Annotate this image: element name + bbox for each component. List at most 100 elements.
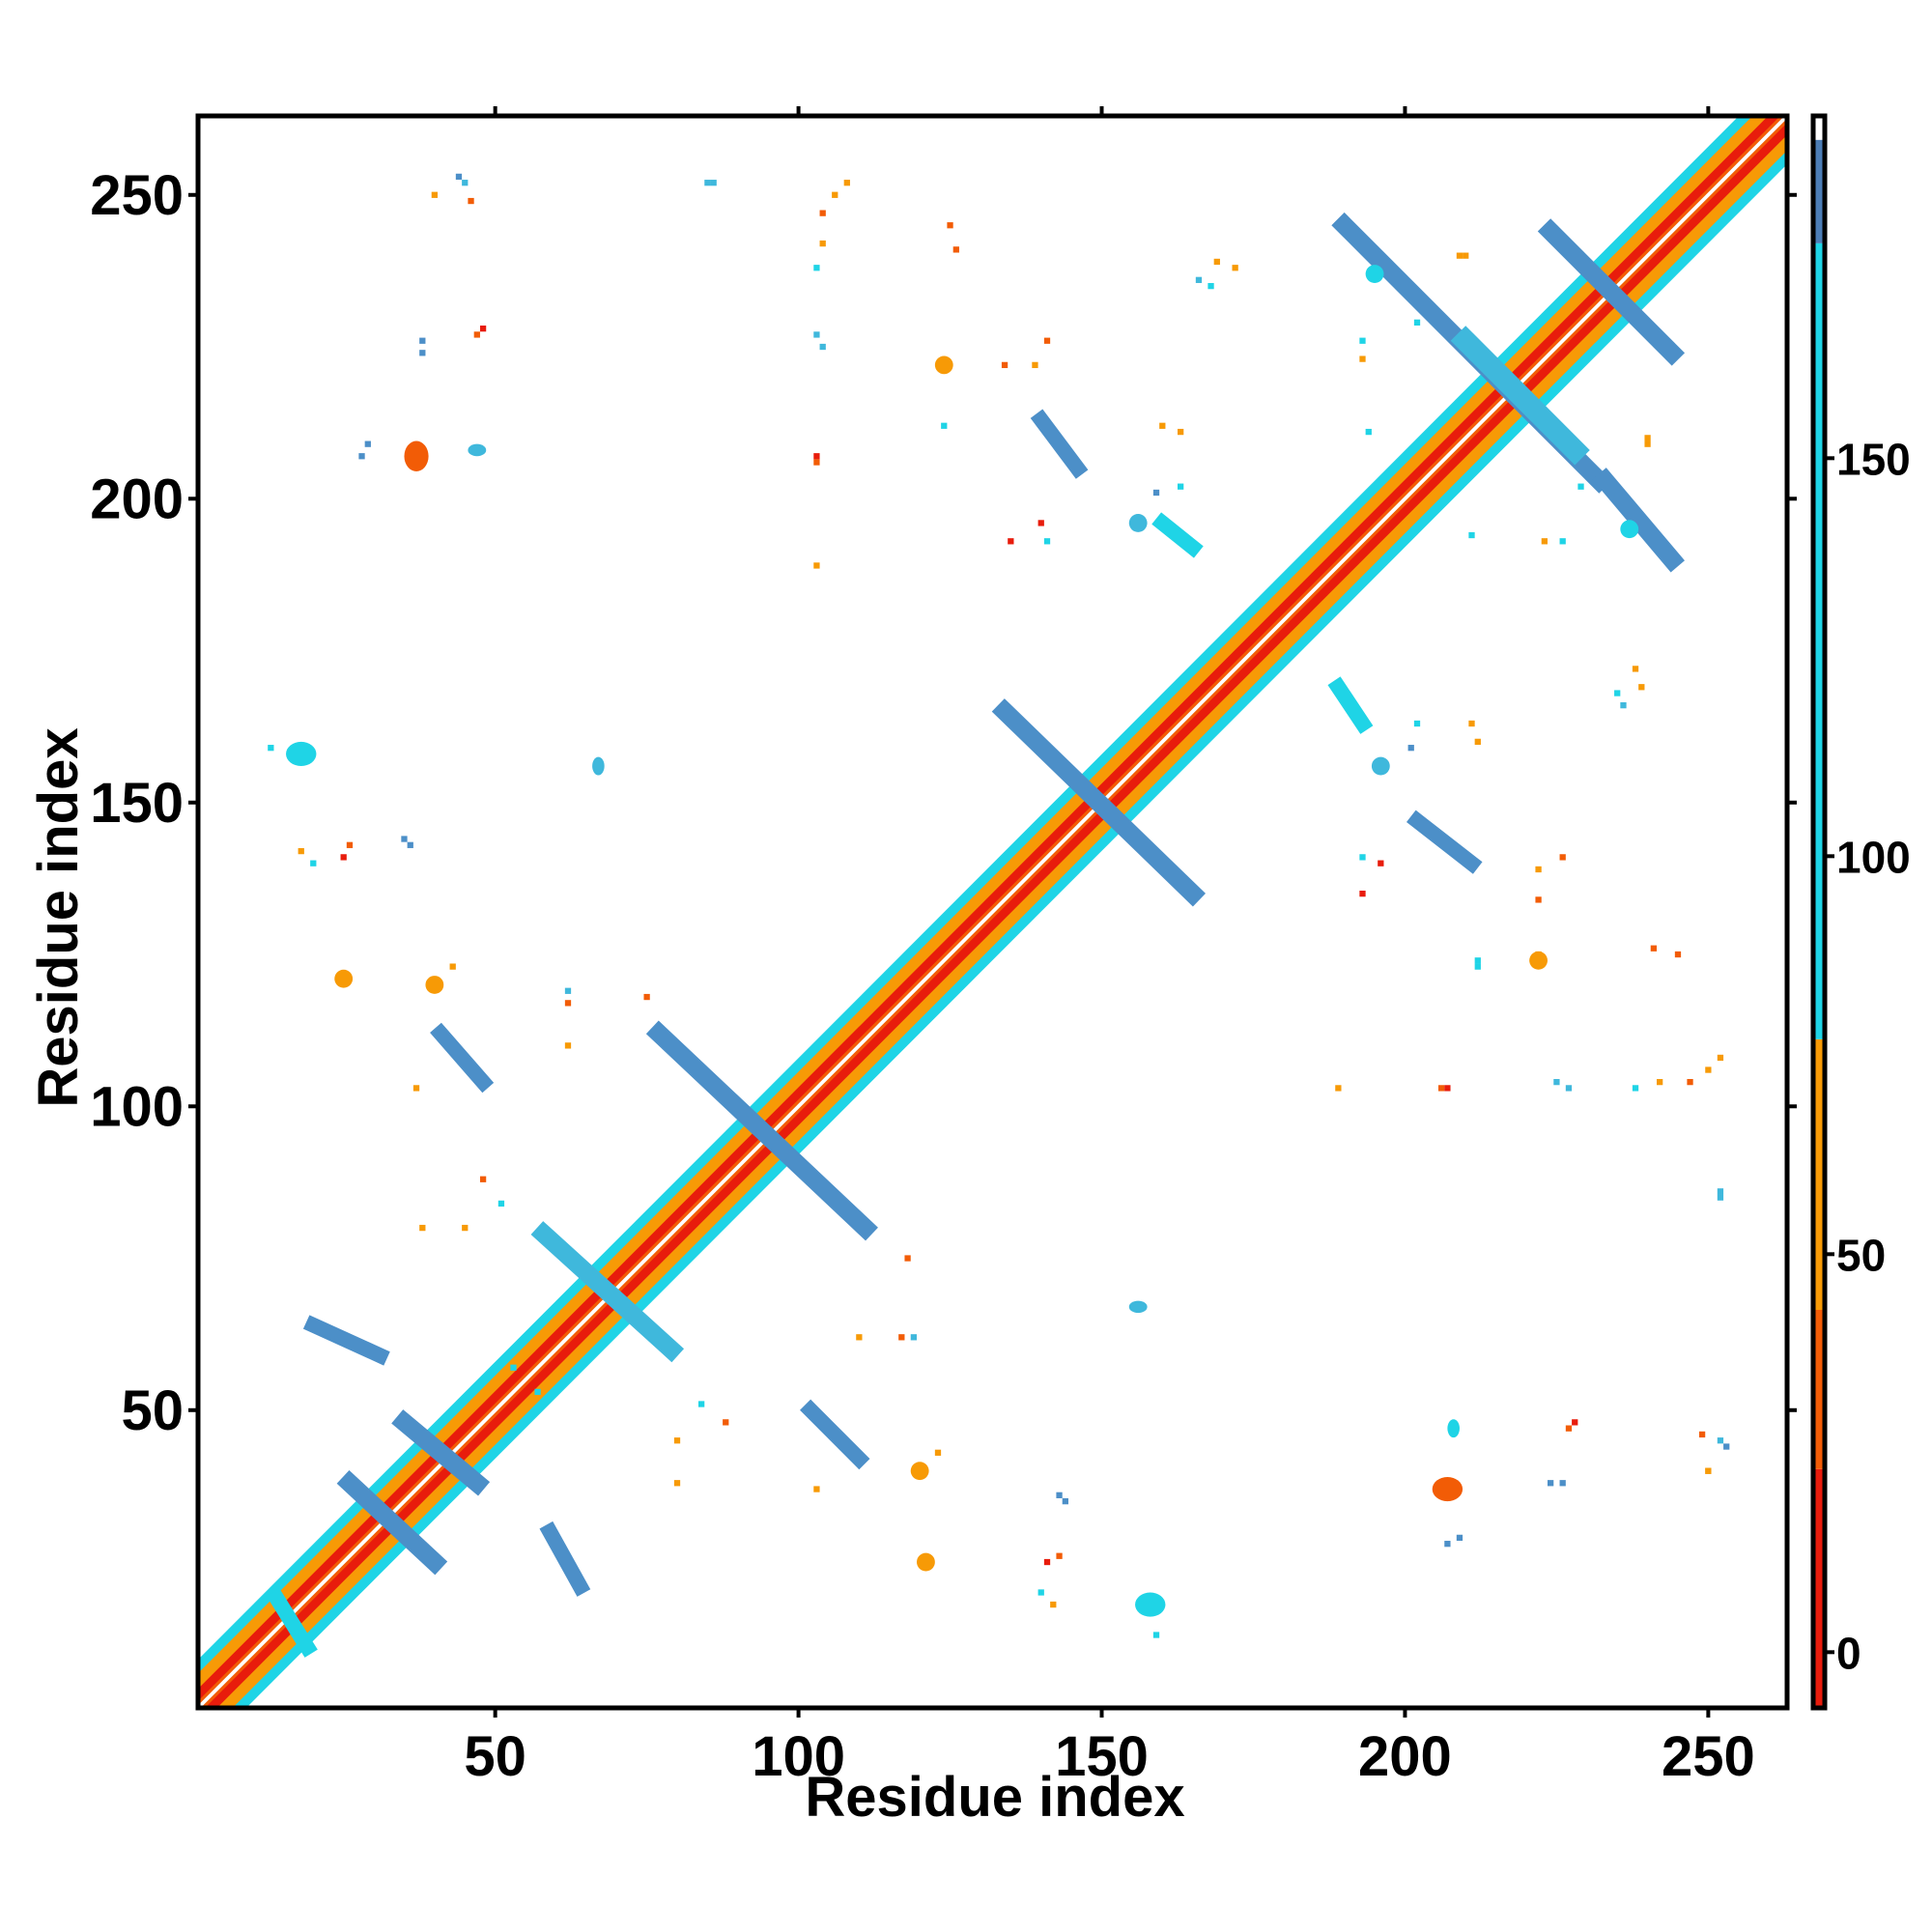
x-axis: 50 100 150 200 250 [464, 106, 1755, 1788]
contact-dot [358, 453, 365, 460]
contact-dot [1717, 1194, 1724, 1201]
contact-patch [910, 1462, 929, 1481]
contact-dot [479, 326, 487, 332]
contact-dot [1535, 866, 1542, 873]
contact-dot [1050, 1601, 1057, 1608]
x-tick-label: 200 [1358, 1725, 1452, 1788]
contact-dot [1037, 520, 1044, 526]
contact-dot [1043, 1558, 1051, 1566]
contact-dot [1335, 1085, 1342, 1092]
contact-dot [704, 180, 711, 186]
contact-dot [1437, 1085, 1445, 1092]
contact-patch [286, 741, 317, 767]
diagonal-band [198, 116, 1782, 1703]
contact-dot [449, 963, 456, 970]
contact-dot [1043, 538, 1051, 545]
contact-dot [813, 562, 820, 569]
contact-dot [697, 1401, 705, 1407]
contact-dot [419, 1224, 426, 1232]
contact-patch [1365, 265, 1384, 283]
contact-dot [1177, 483, 1184, 490]
contact-dot [813, 331, 820, 338]
contact-dot [904, 1255, 911, 1262]
contact-dot [1152, 1632, 1160, 1638]
contact-dot [1208, 282, 1214, 290]
contact-patch [934, 355, 953, 375]
contact-dot [1008, 538, 1014, 545]
contact-dot [1674, 951, 1682, 958]
contact-dot [340, 854, 347, 861]
contact-marks [198, 116, 1787, 1708]
contact-dot [564, 987, 572, 994]
contact-strip [991, 698, 1207, 907]
colorbar-band [1813, 139, 1825, 243]
contact-dot [673, 1480, 681, 1487]
contact-strip [1406, 810, 1483, 874]
contact-dot [534, 1388, 541, 1396]
colorbar-band [1813, 1468, 1825, 1708]
contact-dot [1474, 738, 1481, 746]
diagonal-band [212, 129, 1787, 1708]
contact-dot [1001, 361, 1009, 369]
contact-dot [1407, 745, 1414, 752]
contact-dot [1195, 276, 1203, 283]
contact-dot [910, 1334, 918, 1341]
contact-dot [1456, 1534, 1463, 1542]
contact-dot [1062, 1497, 1068, 1505]
colorbar-tick-label: 50 [1836, 1230, 1886, 1280]
contact-dot [947, 222, 953, 229]
contact-dot [832, 191, 838, 198]
contact-dot [497, 1200, 505, 1208]
y-tick-label: 100 [90, 1075, 184, 1138]
contact-dot [1232, 265, 1238, 271]
contact-dot [856, 1334, 863, 1341]
diagonal-band [198, 116, 1774, 1694]
contact-dot [468, 197, 474, 205]
contact-dot [1553, 1078, 1560, 1086]
contact-patch [917, 1552, 935, 1572]
contact-dot [1657, 1078, 1663, 1086]
contact-dot [1565, 1085, 1573, 1092]
contact-dot [1632, 666, 1639, 672]
diagonal-center [198, 116, 1787, 1708]
contact-dot [1547, 1480, 1554, 1487]
contact-strip [1030, 409, 1089, 479]
contact-dot [1650, 945, 1658, 952]
x-tick-label: 50 [464, 1725, 526, 1788]
contact-dot [1687, 1078, 1693, 1086]
contact-dot [431, 191, 439, 198]
contact-dot [1474, 963, 1481, 970]
colorbar-tick-label: 0 [1836, 1628, 1861, 1678]
contact-dot [407, 841, 413, 848]
contact-dot [1463, 252, 1469, 259]
contact-dot [1705, 1467, 1712, 1474]
colorbar-band [1813, 242, 1825, 1039]
contact-dot [1037, 1589, 1044, 1596]
contact-dot [819, 210, 826, 216]
y-tick-label: 200 [90, 468, 184, 530]
contact-dot [412, 1085, 420, 1092]
contact-dot [898, 1334, 905, 1341]
contact-dot [1177, 428, 1184, 436]
contact-dot [723, 1419, 729, 1426]
contact-dot [298, 847, 304, 855]
contact-dot [952, 246, 959, 253]
contact-patch [1620, 520, 1639, 539]
contact-dot [310, 860, 317, 867]
y-axis: 50 100 150 200 250 [90, 164, 1797, 1442]
colorbar-tick-label: 150 [1836, 434, 1911, 484]
contact-dot [1620, 701, 1627, 709]
contact-dot [1614, 690, 1621, 696]
contact-strip [336, 1469, 448, 1576]
contact-dot [1056, 1492, 1063, 1498]
y-tick-label: 50 [121, 1379, 184, 1442]
contact-dot [1705, 1066, 1712, 1073]
contact-dot [1413, 720, 1421, 727]
contact-dot [1444, 1085, 1451, 1092]
contact-strip [800, 1399, 870, 1470]
contact-dot [1359, 890, 1366, 897]
contact-dot [1723, 1443, 1730, 1450]
diagonal-band [227, 145, 1787, 1708]
contact-dot [1213, 258, 1220, 266]
contact-dot [1632, 1085, 1639, 1092]
